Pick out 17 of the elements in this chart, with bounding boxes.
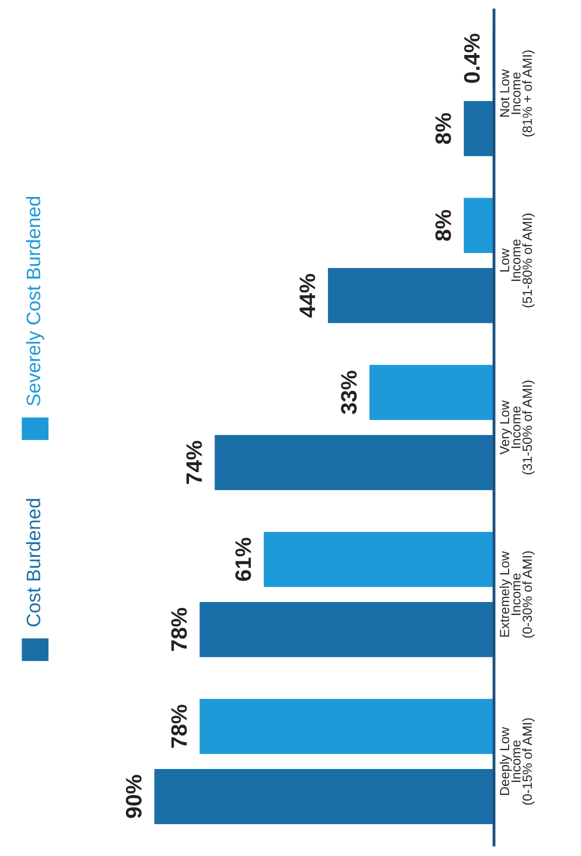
data-label: 78% [171,704,187,748]
data-label: 78% [171,608,187,651]
data-label: 8% [435,210,452,241]
data-label: 74% [186,440,202,484]
y-tick-label: Deeply Low Income (0-15% of AMI) [500,718,535,805]
data-label: 61% [235,538,252,581]
data-label: 0.4% [464,34,480,83]
y-tick-label: Extremely Low Income (0-30% of AMI) [500,551,535,638]
y-tick-label: Not Low Income (81% + of AMI) [500,50,535,136]
data-label: 90% [126,774,142,818]
y-tick-label: Very Low Income (31-50% of AMI) [500,380,535,474]
data-label: 33% [341,370,357,414]
text: Cost Burdened [26,498,40,626]
data-label: 8% [435,113,452,144]
data-label: 44% [300,274,316,318]
y-tick-label: Low Income (51-80% of AMI) [500,214,535,308]
text: Severely Cost Burdened [26,196,44,406]
